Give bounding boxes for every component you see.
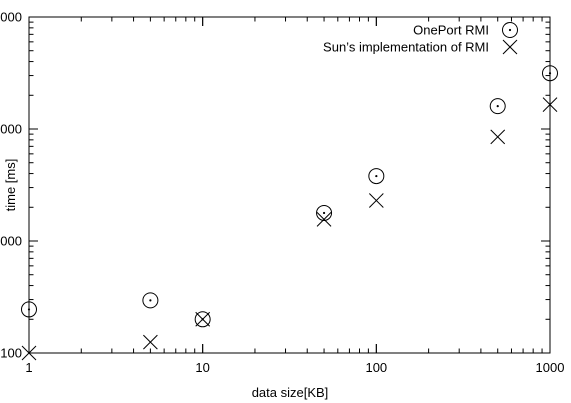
point-oneport-rmi-ring [21, 301, 37, 318]
x-tick-label: 10 [195, 360, 209, 375]
point-oneport-rmi [316, 204, 333, 221]
legend-marker-oneport-rmi-ring [502, 22, 518, 38]
point-sun-rmi-stroke-b [316, 212, 332, 227]
point-sun-rmi-stroke-b [490, 129, 506, 145]
point-sun-rmi [490, 129, 506, 145]
point-oneport-rmi-dot [375, 174, 378, 178]
legend-marker-sun-rmi [502, 39, 518, 55]
point-sun-rmi-stroke-b [542, 97, 558, 112]
point-oneport-rmi [489, 98, 506, 115]
markers [21, 65, 558, 361]
point-oneport-rmi-dot [548, 72, 552, 75]
point-oneport-rmi-ring [316, 204, 333, 221]
point-sun-rmi-stroke-b [21, 345, 37, 361]
legend-marker-oneport-rmi [502, 22, 518, 38]
point-oneport-rmi-dot [27, 308, 31, 311]
legend: OnePort RMI Sun’s implementation of RMI [323, 22, 518, 55]
point-oneport-rmi-ring [489, 98, 506, 115]
point-sun-rmi-stroke-b [143, 334, 158, 350]
legend-marker-oneport-rmi-dot [508, 28, 512, 32]
point-oneport-rmi-dot [496, 105, 499, 108]
point-oneport-rmi-dot [322, 211, 326, 215]
point-oneport-rmi [368, 168, 385, 185]
x-tick-label: 1 [25, 360, 32, 375]
y-axis-label: time [ms] [3, 159, 18, 212]
point-sun-rmi-stroke-b [195, 311, 211, 327]
point-sun-rmi [368, 193, 384, 208]
point-sun-rmi [195, 311, 211, 327]
point-sun-rmi [316, 212, 332, 227]
legend-label: Sun’s implementation of RMI [323, 40, 489, 55]
point-oneport-rmi [142, 292, 159, 309]
point-oneport-rmi [21, 301, 37, 318]
x-axis-label: data size[KB] [252, 385, 329, 400]
legend-marker-sun-rmi-stroke-b [502, 39, 518, 55]
legend-label: OnePort RMI [413, 23, 489, 38]
point-oneport-rmi [542, 65, 558, 82]
point-oneport-rmi-ring [542, 65, 558, 82]
point-oneport-rmi-dot [149, 299, 152, 302]
point-oneport-rmi-ring [368, 168, 385, 185]
point-oneport-rmi-ring [194, 311, 211, 328]
x-tick-label: 100 [365, 360, 387, 375]
point-sun-rmi [542, 97, 558, 112]
plot-frame [28, 16, 551, 354]
point-sun-rmi-stroke-b [368, 193, 384, 208]
y-tick-label: 100 [0, 346, 22, 361]
point-sun-rmi [143, 334, 158, 350]
y-tick-label: 1000 [0, 234, 22, 249]
x-tick-label: 1000 [536, 360, 565, 375]
point-oneport-rmi-ring [142, 292, 159, 309]
ticks [28, 16, 551, 354]
point-sun-rmi [21, 345, 37, 361]
